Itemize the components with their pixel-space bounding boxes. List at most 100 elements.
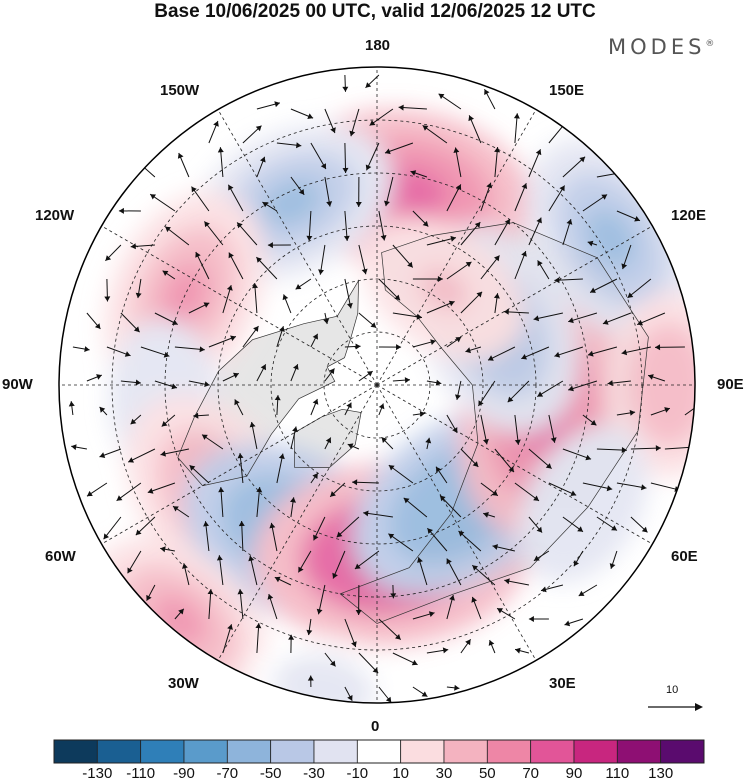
wind-arrow [205, 521, 210, 552]
lon-label-120w: 120W [35, 207, 75, 224]
wind-arrowhead [312, 473, 318, 479]
wind-arrow [385, 176, 394, 207]
wind-arrowhead [237, 453, 244, 459]
wind-arrowhead [494, 147, 501, 153]
wind-arrowhead [262, 202, 269, 208]
wind-arrowhead [483, 438, 489, 445]
graticule [59, 67, 695, 703]
wind-arrowhead [171, 383, 177, 390]
colorbar-swatch [400, 739, 445, 764]
wind-arrowhead [249, 422, 256, 428]
wind-arrowhead [325, 437, 332, 444]
wind-arrowhead [449, 595, 455, 601]
wind-arrow [446, 261, 472, 280]
wind-arrowhead [361, 268, 368, 275]
wind-arrowhead [260, 156, 266, 163]
wind-arrowhead [255, 623, 262, 629]
wind-arrowhead [396, 344, 402, 351]
wind-arrow [533, 312, 564, 320]
colorbar-tick-label: -90 [173, 765, 195, 782]
wind-arrow [310, 142, 327, 170]
anomaly-core [585, 208, 637, 270]
wind-arrowhead [484, 89, 490, 95]
wind-arrowhead [355, 202, 362, 207]
wind-arrow [218, 555, 224, 586]
wind-arrowhead [204, 221, 210, 228]
wind-arrowhead [395, 634, 401, 640]
wind-arrow [256, 623, 260, 654]
colorbar-tick-label: -130 [82, 765, 113, 782]
wind-arrowhead [330, 660, 336, 667]
wind-arrow [477, 380, 496, 407]
wind-arrow [344, 210, 348, 241]
wind-arrowhead [554, 277, 560, 284]
map-title: Base 10/06/2025 00 UTC, valid 12/06/2025… [154, 1, 596, 22]
wind-arrowhead [323, 318, 330, 324]
wind-arrowhead [218, 487, 225, 493]
wind-arrow [227, 184, 244, 212]
anomaly-cell [247, 635, 400, 703]
wind-arrowhead [452, 427, 458, 433]
wind-arrow [684, 402, 695, 416]
wind-arrowhead [378, 403, 385, 410]
wind-arrowhead [436, 466, 442, 473]
wind-arrowhead [87, 490, 93, 497]
wind-arrowhead [621, 447, 627, 453]
wind-arrow [140, 346, 170, 357]
wind-arrowhead [629, 409, 636, 416]
wind-arrowhead [255, 125, 262, 132]
wind-arrowhead [71, 444, 77, 451]
wind-arrowhead [536, 217, 542, 224]
wind-arrow [439, 495, 462, 518]
lon-label-180: 180 [365, 37, 391, 54]
wind-arrowhead [503, 308, 509, 315]
modes-logo: MODES® [608, 35, 715, 59]
wind-arrowhead [161, 421, 168, 427]
wind-arrowhead [528, 616, 534, 622]
wind-arrowhead [564, 620, 571, 627]
wind-arrow [191, 186, 210, 212]
wind-arrow [378, 618, 402, 640]
wind-arrowhead [472, 461, 479, 467]
wind-vectors [68, 74, 702, 703]
wind-arrowhead [204, 381, 210, 387]
wind-arrowhead [621, 263, 628, 270]
wind-arrowhead [288, 634, 295, 640]
wind-arrowhead [465, 261, 472, 268]
wind-arrowhead [189, 465, 196, 471]
wind-arrow [587, 346, 618, 356]
wind-arrowhead [472, 565, 478, 571]
wind-arrowhead [234, 399, 240, 406]
wind-arrowhead [165, 226, 171, 233]
colorbar-swatch [486, 739, 532, 764]
wind-arrowhead [347, 302, 353, 309]
wind-arrowhead [104, 296, 111, 302]
wind-arrowhead [601, 194, 608, 200]
wind-arrowhead [641, 526, 648, 533]
colorbar-swatch [356, 739, 402, 764]
wind-arrowhead [230, 335, 236, 342]
wind-arrowhead [655, 445, 661, 452]
wind-arrowhead [606, 485, 613, 492]
wind-arrowhead [267, 594, 274, 600]
wind-arrowhead [207, 589, 214, 595]
wind-arrowhead [160, 450, 166, 457]
wind-arrowhead [228, 184, 234, 191]
wind-arrowhead [570, 490, 577, 496]
latitude-circle [270, 278, 484, 492]
wind-arrowhead [637, 319, 643, 326]
wind-arrowhead [105, 255, 112, 261]
wind-arrowhead [602, 319, 609, 325]
wind-arrowhead [493, 293, 500, 299]
wind-arrowhead [128, 457, 134, 463]
wind-arrowhead [497, 608, 503, 614]
wind-arrowhead [641, 484, 647, 491]
colorbar-tick-label: 10 [392, 765, 410, 782]
colorbar-swatch [530, 739, 575, 764]
colorbar-tick-label: 50 [478, 765, 496, 782]
wind-arrowhead [566, 219, 573, 225]
wind-arrow [471, 564, 496, 586]
wind-arrowhead [278, 453, 285, 460]
wind-arrowhead [696, 403, 702, 408]
